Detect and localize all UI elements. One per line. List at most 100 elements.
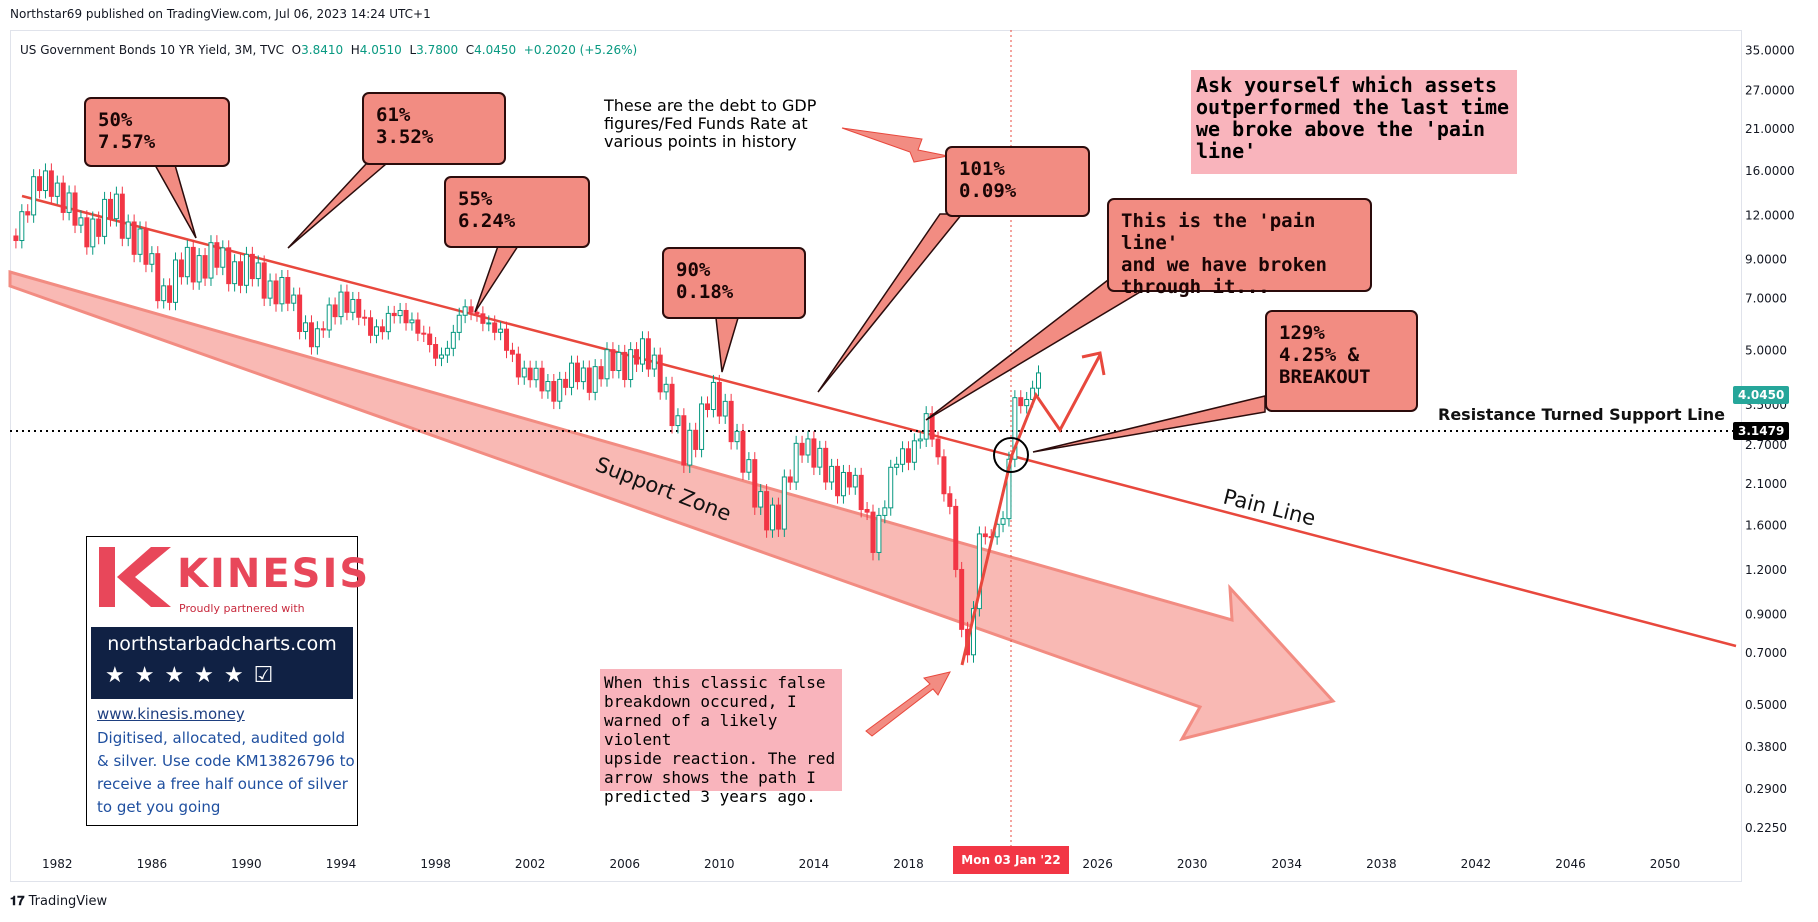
candle-body <box>421 332 427 335</box>
candle-body <box>54 182 60 197</box>
callout-90: 90% 0.18% <box>662 247 806 319</box>
ad-link[interactable]: www.kinesis.money <box>97 705 245 723</box>
candle-body <box>734 430 740 443</box>
candle-body <box>1006 458 1012 520</box>
ad-site: northstarbadcharts.com <box>107 633 337 655</box>
candle-body <box>752 459 758 508</box>
candle-body <box>356 298 362 318</box>
candle-body <box>462 306 468 316</box>
candle-body <box>409 319 415 324</box>
candle-body <box>243 253 249 286</box>
candle-body <box>746 459 752 473</box>
y-tick-label: 16.0000 <box>1745 164 1795 178</box>
ask-note: Ask yourself which assets outperformed t… <box>1191 70 1517 174</box>
candle-body <box>592 366 598 393</box>
support-price-badge: 3.1479 <box>1733 422 1790 440</box>
candle-body <box>137 228 143 255</box>
candle-body <box>220 247 226 268</box>
ad-body: Digitised, allocated, audited gold & sil… <box>97 729 355 816</box>
candle-body <box>569 362 575 388</box>
chart-frame[interactable] <box>10 30 1742 882</box>
candle-body <box>539 367 545 392</box>
candle-body <box>66 192 72 213</box>
candle-body <box>953 505 959 570</box>
candle-body <box>362 316 368 319</box>
candle-body <box>308 322 314 348</box>
candle-body <box>527 367 533 381</box>
y-tick-label: 0.9000 <box>1745 607 1787 621</box>
candle-body <box>622 351 628 381</box>
candle-body <box>905 448 911 463</box>
candle-body <box>149 253 155 265</box>
ad-band: northstarbadcharts.com ★★★★★☑ <box>91 627 353 699</box>
candle-body <box>196 255 202 283</box>
legend-h-label: H <box>350 43 360 57</box>
candle-body <box>1000 518 1006 525</box>
candle-body <box>628 349 634 381</box>
y-tick-label: 9.0000 <box>1745 253 1787 267</box>
candle-body <box>923 413 929 440</box>
footer-brand[interactable]: 𝟏𝟕 TradingView <box>10 894 107 909</box>
candle-body <box>917 438 923 442</box>
legend-l-label: L <box>409 43 417 57</box>
candle-body <box>639 338 645 365</box>
candle-body <box>533 367 539 381</box>
candle-body <box>681 415 687 466</box>
candle-body <box>657 354 663 393</box>
y-tick-label: 0.2900 <box>1745 782 1787 796</box>
pain-line[interactable] <box>21 194 1737 648</box>
x-tick-label: 2010 <box>704 857 735 871</box>
candle-body <box>557 378 563 402</box>
candle-body <box>764 491 770 531</box>
candle-body <box>161 285 167 302</box>
candle-body <box>651 354 657 370</box>
callout-pain-line: This is the 'pain line' and we have brok… <box>1107 198 1372 298</box>
candle-body <box>107 198 113 220</box>
candle-body <box>580 367 586 383</box>
candle-body <box>291 294 297 304</box>
callout-50: 50% 7.57% <box>84 97 230 167</box>
candle-body <box>433 344 439 359</box>
x-tick-label: 1994 <box>326 857 357 871</box>
candle-body <box>888 466 894 509</box>
time-axis[interactable]: 1982 1986 1990 1994 1998 2002 2006 2010 2014 2018… <box>42 857 1680 871</box>
breakout-circle <box>993 437 1029 473</box>
candle-body <box>675 415 681 427</box>
y-tick-label: 0.7000 <box>1745 646 1787 660</box>
candle-body <box>728 400 734 443</box>
predicted-path <box>960 351 1106 666</box>
candle-body <box>722 400 728 417</box>
callout-pointers <box>153 127 1266 737</box>
candle-body <box>456 314 462 333</box>
candle-body <box>976 533 982 610</box>
candle-body <box>42 170 48 192</box>
pointer-101 <box>817 213 964 393</box>
candle-body <box>19 211 25 242</box>
sponsor-ad: KINESIS Proudly partnered with northstar… <box>86 536 368 826</box>
candle-body <box>1024 398 1030 407</box>
candle-body <box>226 247 232 285</box>
x-tick-label: 2038 <box>1366 857 1397 871</box>
candle-body <box>285 276 291 304</box>
candle-body <box>178 259 184 278</box>
debt-note: These are the debt to GDP figures/Fed Fu… <box>604 96 817 151</box>
candle-body <box>131 221 137 255</box>
pointer-90 <box>715 317 740 373</box>
page-title: Northstar69 published on TradingView.com… <box>10 7 431 21</box>
pointer-55 <box>474 245 520 313</box>
legend-c-label: C <box>465 43 475 57</box>
candle-body <box>90 218 96 248</box>
ad-tagline: Proudly partnered with <box>179 602 305 615</box>
candle-body <box>610 349 616 372</box>
candle-body <box>332 304 338 318</box>
candle-body <box>704 403 710 411</box>
x-tick-label: 2002 <box>515 857 546 871</box>
candle-body <box>823 447 829 483</box>
candle-body <box>645 338 651 370</box>
x-tick-label: 2046 <box>1555 857 1586 871</box>
y-tick-label: 5.0000 <box>1745 343 1787 357</box>
candle-body <box>190 246 196 283</box>
candle-body <box>551 381 557 402</box>
candle-body <box>616 351 622 372</box>
